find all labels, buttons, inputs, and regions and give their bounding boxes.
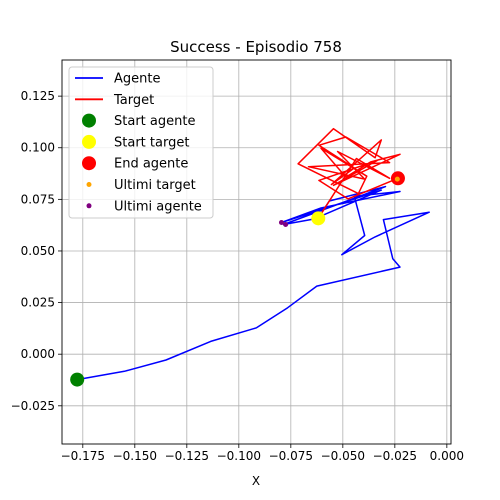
legend-label: Agente: [114, 72, 160, 87]
x-axis-label: X: [252, 474, 260, 488]
legend: Agente Target Start agente Start target End …: [68, 66, 214, 219]
legend-label: Ultimi agente: [114, 199, 202, 214]
legend-marker-swatch: [82, 113, 96, 128]
y-tick-label: −0.025: [11, 399, 55, 413]
legend-marker-swatch: [86, 203, 92, 209]
x-tick-label: 0.000: [430, 449, 464, 463]
x-tick-label: −0.075: [269, 449, 313, 463]
axes-frame: [61, 59, 452, 445]
chart-title: Success - Episodio 758: [170, 38, 342, 56]
series-start-agente-point: [70, 372, 85, 387]
series-ultimi-target-point: [394, 176, 400, 182]
x-tick-label: −0.025: [373, 449, 417, 463]
y-axis-ticks: −0.025 0.000 0.025 0.050 0.075 0.100 0.125: [11, 89, 62, 413]
x-tick-label: −0.100: [217, 449, 261, 463]
legend-marker-swatch: [86, 182, 92, 187]
x-tick-label: −0.150: [113, 449, 157, 463]
legend-box: [68, 66, 214, 219]
y-tick-label: 0.125: [21, 89, 55, 103]
series-ultimi-agente-point: [278, 219, 284, 225]
legend-label: Target: [113, 93, 154, 108]
legend-marker-swatch: [82, 134, 96, 149]
plot-area: [70, 127, 430, 387]
x-axis-ticks: −0.175 −0.150 −0.125 −0.100 −0.075 −0.050 −0.0…: [61, 444, 464, 463]
y-tick-label: 0.100: [21, 141, 55, 155]
x-tick-label: −0.125: [165, 449, 209, 463]
y-tick-label: 0.075: [21, 192, 55, 206]
legend-label: Start target: [114, 135, 189, 150]
series-ultimi-agente-point: [283, 222, 289, 228]
x-tick-label: −0.050: [321, 449, 365, 463]
y-tick-label: 0.000: [21, 347, 55, 361]
series-start-target-point: [311, 211, 326, 226]
legend-label: Start agente: [114, 114, 195, 129]
series-target-line: [297, 127, 401, 219]
legend-label: Ultimi target: [114, 178, 196, 193]
legend-label: End agente: [114, 157, 188, 172]
x-tick-label: −0.175: [61, 449, 105, 463]
legend-marker-swatch: [82, 156, 96, 171]
y-tick-label: 0.025: [21, 296, 55, 310]
y-tick-label: 0.050: [21, 244, 55, 258]
